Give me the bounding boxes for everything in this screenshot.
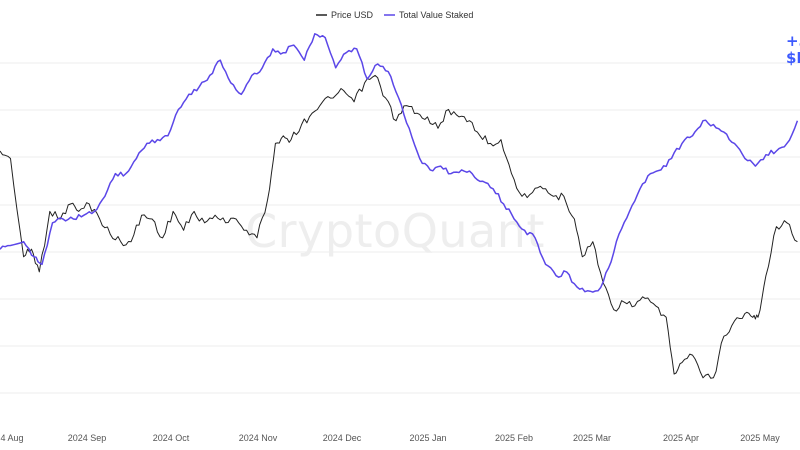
series-line-price-usd [0,74,798,379]
x-tick-label-4: 2024 Dec [323,433,362,443]
legend-item-price[interactable]: Price USD [316,10,374,20]
x-tick-label-5: 2025 Jan [409,433,446,443]
series-layer [0,33,799,379]
annotation-value: $E [786,49,800,67]
annotation-change-percent: +3 [786,32,800,50]
x-tick-label-1: 2024 Sep [68,433,107,443]
x-tick-label-8: 2025 Apr [663,433,699,443]
legend: Price USD Total Value Staked [316,10,473,20]
legend-label-staked: Total Value Staked [399,10,473,20]
x-tick-label-6: 2025 Feb [495,433,533,443]
cryptoquant-watermark: CryptoQuant [245,204,545,258]
legend-label-price: Price USD [331,10,374,20]
x-tick-label-2: 2024 Oct [153,433,190,443]
x-tick-label-9: 2025 May [740,433,780,443]
x-tick-label-7: 2025 Mar [573,433,611,443]
series-line-total-value-staked [0,33,799,293]
x-tick-label-0: 4 Aug [0,433,23,443]
gridlines [0,62,800,394]
legend-item-staked[interactable]: Total Value Staked [384,10,473,20]
x-axis-ticks: 4 Aug 2024 Sep 2024 Oct 2024 Nov 2024 Dec 202… [0,433,780,443]
x-tick-label-3: 2024 Nov [239,433,278,443]
